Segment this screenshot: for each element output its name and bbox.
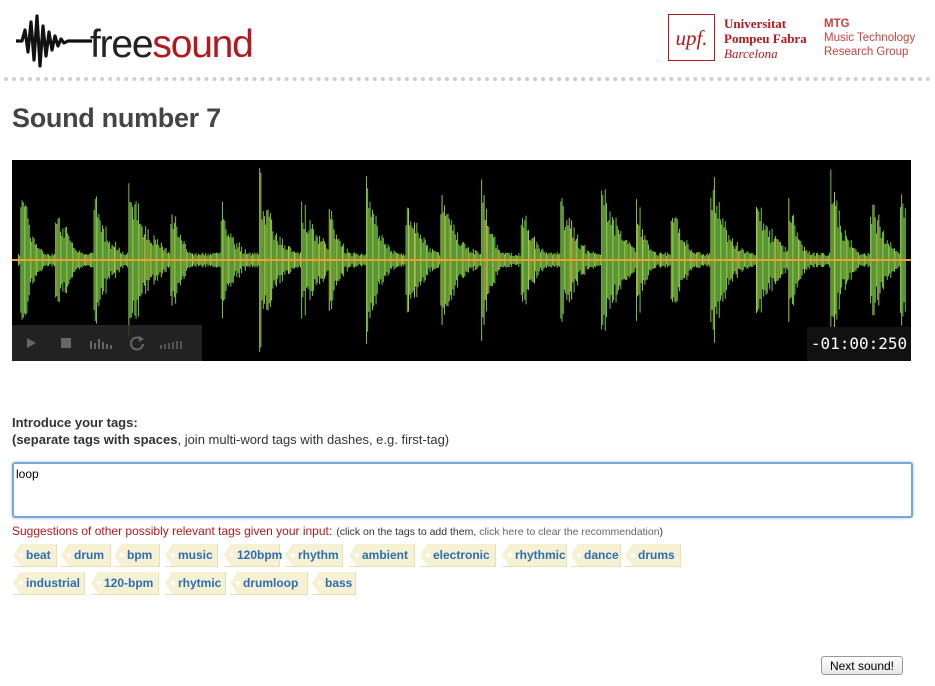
tag-suggestion[interactable]: drums <box>625 544 681 567</box>
mtg-line2: Music Technology <box>824 32 916 44</box>
time-display: -01:00:250 <box>807 327 911 361</box>
suggestions-note-close: ) <box>659 526 664 538</box>
freesound-logo[interactable]: freesound <box>16 12 261 70</box>
tag-suggestion[interactable]: dance <box>571 544 621 567</box>
upf-logo[interactable]: upf. <box>668 14 715 61</box>
header-divider <box>4 77 931 81</box>
tag-hole <box>171 553 175 557</box>
tag-suggestion[interactable]: drum <box>61 544 111 567</box>
tag-instructions: Introduce your tags: (separate tags with… <box>12 414 449 448</box>
tag-label: industrial <box>26 576 81 590</box>
upf-name: Universitat Pompeu Fabra Barcelona <box>724 16 807 61</box>
tag-suggestion[interactable]: rhytmic <box>165 572 226 595</box>
tag-label: music <box>178 548 213 562</box>
tag-hole <box>631 553 635 557</box>
loop-icon[interactable] <box>126 333 148 353</box>
mtg-logo[interactable]: MTG Music Technology Research Group <box>824 17 915 59</box>
tag-hole <box>291 553 295 557</box>
tag-hole <box>318 581 322 585</box>
tag-hole <box>19 581 23 585</box>
tag-suggestion[interactable]: beat <box>13 544 57 567</box>
waveform-logo-icon <box>16 14 92 68</box>
tag-label: electronic <box>433 548 490 562</box>
tag-label: drumloop <box>243 576 299 590</box>
tag-label: ambient <box>362 548 409 562</box>
tag-label: rhythm <box>298 548 339 562</box>
tag-suggestion[interactable]: rhythmic <box>502 544 567 567</box>
tag-suggestion[interactable]: 120-bpm <box>91 572 159 595</box>
tag-suggestion[interactable]: music <box>165 544 218 567</box>
tag-suggestion[interactable]: 120bpm <box>224 544 283 567</box>
tag-label: rhytmic <box>178 576 222 590</box>
tag-hole <box>355 553 359 557</box>
page-title: Sound number 7 <box>12 103 221 133</box>
tag-hole <box>508 553 512 557</box>
tags-input[interactable] <box>12 462 913 518</box>
tag-hole <box>171 581 175 585</box>
upf-line1: Universitat <box>724 16 787 31</box>
tag-label: 120bpm <box>237 548 283 562</box>
suggestions-header: Suggestions of other possibly relevant t… <box>12 524 663 538</box>
instructions-title: Introduce your tags: <box>12 415 138 430</box>
upf-line3: Barcelona <box>724 46 778 61</box>
mtg-line1: MTG <box>824 18 850 30</box>
tag-label: 120-bpm <box>104 576 154 590</box>
tag-suggestion[interactable]: electronic <box>420 544 496 567</box>
tag-hole <box>19 553 23 557</box>
tag-label: bpm <box>127 548 153 562</box>
stop-icon[interactable] <box>55 333 77 353</box>
waveform-display[interactable] <box>12 160 911 361</box>
tag-hole <box>67 553 71 557</box>
tag-label: drums <box>638 548 675 562</box>
tag-suggestion[interactable]: drumloop <box>230 572 308 595</box>
tag-hole <box>120 553 124 557</box>
tag-label: dance <box>584 548 619 562</box>
audio-player[interactable]: -01:00:250 <box>12 160 911 361</box>
tag-suggestion[interactable]: industrial <box>13 572 85 595</box>
tag-label: drum <box>74 548 104 562</box>
tag-suggestion[interactable]: bass <box>312 572 356 595</box>
tag-label: rhythmic <box>515 548 566 562</box>
volume-icon[interactable] <box>158 333 188 353</box>
spectrum-icon[interactable] <box>88 333 112 353</box>
tag-hole <box>577 553 581 557</box>
play-icon[interactable] <box>20 333 42 353</box>
tag-suggestion[interactable]: ambient <box>349 544 415 567</box>
logo-sound-text: sound <box>152 23 253 66</box>
tag-label: beat <box>26 548 51 562</box>
suggestions-note: (click on the tags to add them, <box>336 526 480 538</box>
instructions-rest: , join multi-word tags with dashes, e.g.… <box>177 432 450 447</box>
logo-free-text: free <box>90 23 154 66</box>
tag-hole <box>426 553 430 557</box>
upf-line2: Pompeu Fabra <box>724 31 807 46</box>
tag-hole <box>97 581 101 585</box>
player-controls <box>12 325 202 361</box>
header: freesound upf. Universitat Pompeu Fabra … <box>0 0 935 81</box>
suggestions-label: Suggestions of other possibly relevant t… <box>12 524 333 538</box>
mtg-line3: Research Group <box>824 46 909 58</box>
tag-hole <box>230 553 234 557</box>
instructions-bold: (separate tags with spaces <box>12 432 178 447</box>
clear-recommendation-link[interactable]: click here to clear the recommendation <box>479 526 660 538</box>
tag-label: bass <box>325 576 353 590</box>
tag-hole <box>236 581 240 585</box>
tag-suggestion[interactable]: bpm <box>114 544 160 567</box>
next-sound-button[interactable]: Next sound! <box>821 656 903 675</box>
tag-suggestion[interactable]: rhythm <box>285 544 343 567</box>
